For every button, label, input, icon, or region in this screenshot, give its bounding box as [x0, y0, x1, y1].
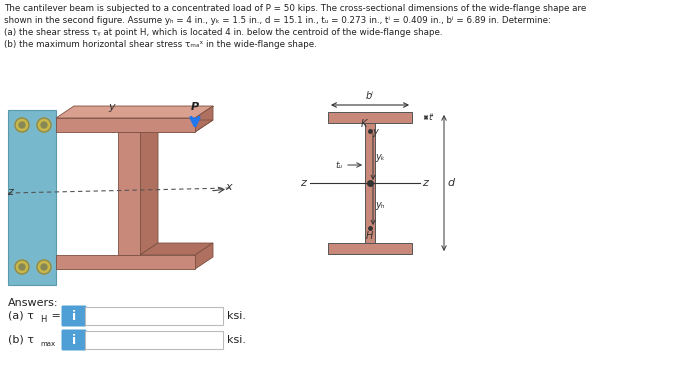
Polygon shape	[140, 120, 213, 132]
Text: x: x	[225, 182, 232, 192]
Polygon shape	[195, 243, 213, 269]
Text: i: i	[72, 333, 76, 347]
Bar	[85, 307, 223, 325]
Bar	[85, 331, 223, 349]
Text: H: H	[365, 231, 373, 241]
Text: yₕ: yₕ	[375, 201, 385, 210]
Circle shape	[41, 264, 47, 270]
Text: (b) τ: (b) τ	[8, 335, 34, 345]
Text: y: y	[109, 102, 116, 112]
Bar	[365, 123, 375, 243]
Text: y: y	[372, 127, 378, 137]
Polygon shape	[140, 120, 158, 255]
Text: ksi.: ksi.	[227, 311, 246, 321]
Polygon shape	[118, 132, 140, 255]
Text: z: z	[300, 178, 306, 188]
Text: z: z	[7, 187, 13, 197]
Circle shape	[37, 260, 51, 274]
Text: shown in the second figure. Assume yₕ = 4 in., yₖ = 1.5 in., d = 15.1 in., tᵤ = : shown in the second figure. Assume yₕ = …	[4, 16, 551, 25]
Polygon shape	[56, 255, 195, 269]
Bar	[328, 112, 412, 123]
Polygon shape	[56, 106, 213, 118]
Circle shape	[41, 122, 47, 128]
FancyBboxPatch shape	[61, 329, 87, 350]
Text: tᵤ: tᵤ	[336, 160, 343, 170]
Text: d: d	[447, 178, 454, 188]
Text: i: i	[72, 309, 76, 322]
Circle shape	[19, 122, 25, 128]
Text: =: =	[60, 335, 73, 345]
Text: H: H	[40, 315, 46, 323]
Circle shape	[15, 260, 29, 274]
Bar	[8, 110, 56, 285]
FancyBboxPatch shape	[61, 305, 87, 326]
Bar	[328, 243, 412, 254]
Text: z: z	[422, 178, 428, 188]
Text: (a) the shear stress τᵧ at point H, which is located 4 in. below the centroid of: (a) the shear stress τᵧ at point H, whic…	[4, 28, 442, 37]
Text: ksi.: ksi.	[227, 335, 246, 345]
Text: yₖ: yₖ	[375, 152, 385, 162]
Text: (a) τ: (a) τ	[8, 311, 34, 321]
Circle shape	[15, 118, 29, 132]
Polygon shape	[56, 118, 195, 132]
Text: The cantilever beam is subjected to a concentrated load of P = 50 kips. The cros: The cantilever beam is subjected to a co…	[4, 4, 586, 13]
Polygon shape	[195, 106, 213, 132]
Text: (b) the maximum horizontal shear stress τₘₐˣ in the wide-flange shape.: (b) the maximum horizontal shear stress …	[4, 40, 316, 49]
Text: P: P	[191, 102, 199, 112]
Polygon shape	[140, 243, 213, 255]
Circle shape	[37, 118, 51, 132]
Circle shape	[19, 264, 25, 270]
Text: tⁱ: tⁱ	[428, 113, 433, 121]
Text: =: =	[48, 311, 61, 321]
Text: K: K	[361, 119, 367, 129]
Text: max: max	[40, 341, 55, 347]
Text: bⁱ: bⁱ	[366, 91, 374, 101]
Text: Answers:: Answers:	[8, 298, 58, 308]
